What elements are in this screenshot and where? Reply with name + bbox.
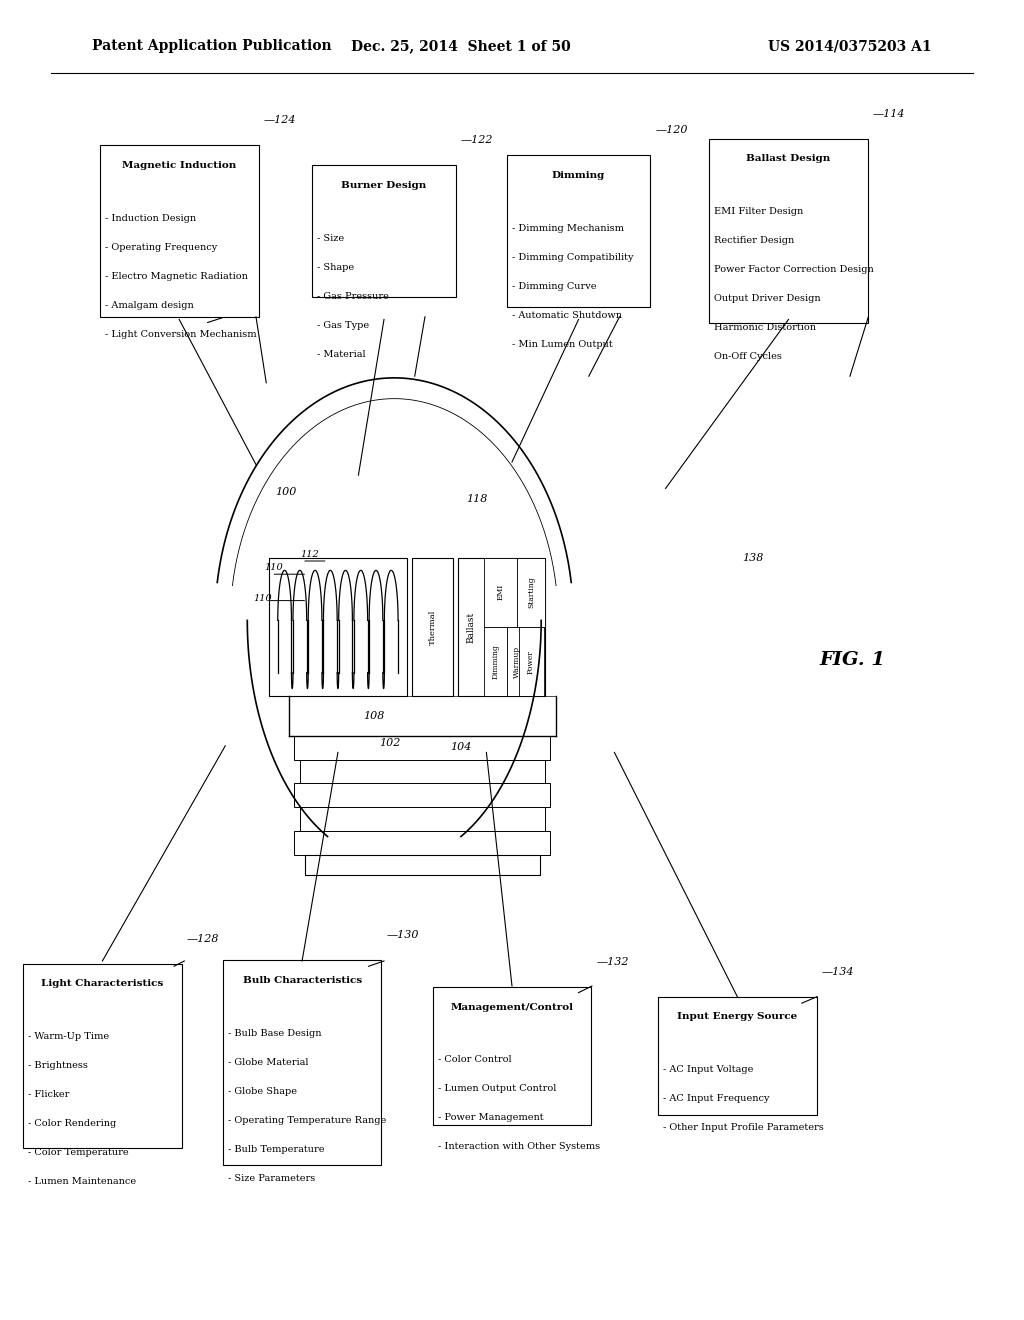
FancyBboxPatch shape <box>459 557 545 697</box>
Text: Thermal: Thermal <box>429 610 436 644</box>
Text: —134: —134 <box>821 966 854 977</box>
Text: - Electro Magnetic Radiation: - Electro Magnetic Radiation <box>104 272 248 281</box>
Text: Output Driver Design: Output Driver Design <box>715 294 821 304</box>
Text: - Lumen Maintenance: - Lumen Maintenance <box>29 1177 136 1187</box>
Text: —128: —128 <box>186 933 219 944</box>
FancyBboxPatch shape <box>507 156 650 308</box>
Text: - AC Input Frequency: - AC Input Frequency <box>664 1094 770 1104</box>
Text: —120: —120 <box>655 125 688 135</box>
Text: - Gas Pressure: - Gas Pressure <box>317 292 389 301</box>
FancyBboxPatch shape <box>268 557 408 697</box>
Text: Management/Control: Management/Control <box>451 1003 573 1011</box>
Text: - Globe Shape: - Globe Shape <box>227 1086 297 1096</box>
Text: —114: —114 <box>872 108 905 119</box>
FancyBboxPatch shape <box>24 964 182 1148</box>
Text: - Dimming Curve: - Dimming Curve <box>512 282 597 290</box>
Text: US 2014/0375203 A1: US 2014/0375203 A1 <box>768 40 932 53</box>
Text: - Color Control: - Color Control <box>438 1056 511 1064</box>
FancyBboxPatch shape <box>300 807 545 832</box>
Text: - Bulb Temperature: - Bulb Temperature <box>227 1144 325 1154</box>
Text: 110: 110 <box>264 564 283 573</box>
Text: - Operating Temperature Range: - Operating Temperature Range <box>227 1115 386 1125</box>
Text: Ballast: Ballast <box>466 611 475 643</box>
Text: - Light Conversion Mechanism: - Light Conversion Mechanism <box>104 330 257 339</box>
Text: Power: Power <box>527 649 535 673</box>
Text: - Flicker: - Flicker <box>29 1090 70 1100</box>
Text: 138: 138 <box>742 553 764 564</box>
Text: On-Off Cycles: On-Off Cycles <box>715 352 782 362</box>
Text: Light Characteristics: Light Characteristics <box>41 979 164 989</box>
Text: Harmonic Distortion: Harmonic Distortion <box>715 323 816 333</box>
Text: - Interaction with Other Systems: - Interaction with Other Systems <box>438 1142 600 1151</box>
Text: - Dimming Mechanism: - Dimming Mechanism <box>512 224 624 232</box>
Text: - Material: - Material <box>317 350 366 359</box>
Text: 110: 110 <box>253 594 271 603</box>
Text: - Color Temperature: - Color Temperature <box>29 1148 129 1158</box>
Text: - Dimming Compatibility: - Dimming Compatibility <box>512 253 634 261</box>
Text: - Size Parameters: - Size Parameters <box>227 1175 315 1183</box>
FancyBboxPatch shape <box>295 832 551 855</box>
FancyBboxPatch shape <box>300 759 545 784</box>
Text: - Warm-Up Time: - Warm-Up Time <box>29 1032 110 1041</box>
FancyBboxPatch shape <box>657 997 817 1115</box>
FancyBboxPatch shape <box>519 627 544 697</box>
Text: 104: 104 <box>451 742 472 752</box>
Text: Dimming: Dimming <box>492 644 500 678</box>
Text: - Gas Type: - Gas Type <box>317 321 370 330</box>
FancyBboxPatch shape <box>222 961 381 1164</box>
Text: 100: 100 <box>275 487 297 498</box>
Text: FIG. 1: FIG. 1 <box>819 651 885 669</box>
Text: - Operating Frequency: - Operating Frequency <box>104 243 217 252</box>
Text: EMI Filter Design: EMI Filter Design <box>715 207 804 216</box>
Text: - Induction Design: - Induction Design <box>104 214 196 223</box>
Text: —122: —122 <box>461 135 494 145</box>
FancyBboxPatch shape <box>99 145 258 317</box>
FancyBboxPatch shape <box>484 627 507 697</box>
Text: Burner Design: Burner Design <box>341 181 427 190</box>
Text: 118: 118 <box>466 494 487 504</box>
Text: Patent Application Publication: Patent Application Publication <box>92 40 332 53</box>
Text: - Globe Material: - Globe Material <box>227 1059 308 1067</box>
Text: Bulb Characteristics: Bulb Characteristics <box>243 977 361 985</box>
FancyBboxPatch shape <box>484 557 517 627</box>
FancyBboxPatch shape <box>312 165 456 297</box>
Text: —124: —124 <box>264 115 296 125</box>
Text: - Min Lumen Output: - Min Lumen Output <box>512 341 612 348</box>
Text: - Shape: - Shape <box>317 263 354 272</box>
Text: - Lumen Output Control: - Lumen Output Control <box>438 1085 556 1093</box>
FancyBboxPatch shape <box>709 139 868 323</box>
Text: - Other Input Profile Parameters: - Other Input Profile Parameters <box>664 1123 823 1133</box>
Text: - Bulb Base Design: - Bulb Base Design <box>227 1030 322 1038</box>
Text: - Brightness: - Brightness <box>29 1061 88 1071</box>
FancyBboxPatch shape <box>517 557 546 627</box>
Text: Ballast Design: Ballast Design <box>746 154 830 164</box>
Text: - AC Input Voltage: - AC Input Voltage <box>664 1065 754 1074</box>
Text: Power Factor Correction Design: Power Factor Correction Design <box>715 265 874 275</box>
FancyBboxPatch shape <box>295 737 551 759</box>
Text: - Amalgam design: - Amalgam design <box>104 301 194 310</box>
Text: 112: 112 <box>300 550 318 560</box>
Text: Dec. 25, 2014  Sheet 1 of 50: Dec. 25, 2014 Sheet 1 of 50 <box>351 40 570 53</box>
Text: 102: 102 <box>379 738 400 748</box>
Text: Dimming: Dimming <box>552 172 605 180</box>
Text: EMI: EMI <box>497 585 504 601</box>
FancyBboxPatch shape <box>432 987 592 1125</box>
FancyBboxPatch shape <box>295 783 551 807</box>
Text: 108: 108 <box>364 711 385 722</box>
FancyBboxPatch shape <box>305 855 541 874</box>
Text: Rectifier Design: Rectifier Design <box>715 236 795 246</box>
Text: Starting: Starting <box>527 577 535 609</box>
Text: - Size: - Size <box>317 234 344 243</box>
Text: —130: —130 <box>387 931 419 940</box>
FancyBboxPatch shape <box>507 627 526 697</box>
FancyBboxPatch shape <box>412 557 453 697</box>
Text: - Color Rendering: - Color Rendering <box>29 1119 117 1129</box>
Text: Magnetic Induction: Magnetic Induction <box>122 161 237 170</box>
Text: - Automatic Shutdown: - Automatic Shutdown <box>512 312 622 319</box>
Text: Warmup: Warmup <box>513 645 520 677</box>
Text: —132: —132 <box>596 957 629 966</box>
Text: - Power Management: - Power Management <box>438 1113 544 1122</box>
Text: Input Energy Source: Input Energy Source <box>677 1012 798 1022</box>
